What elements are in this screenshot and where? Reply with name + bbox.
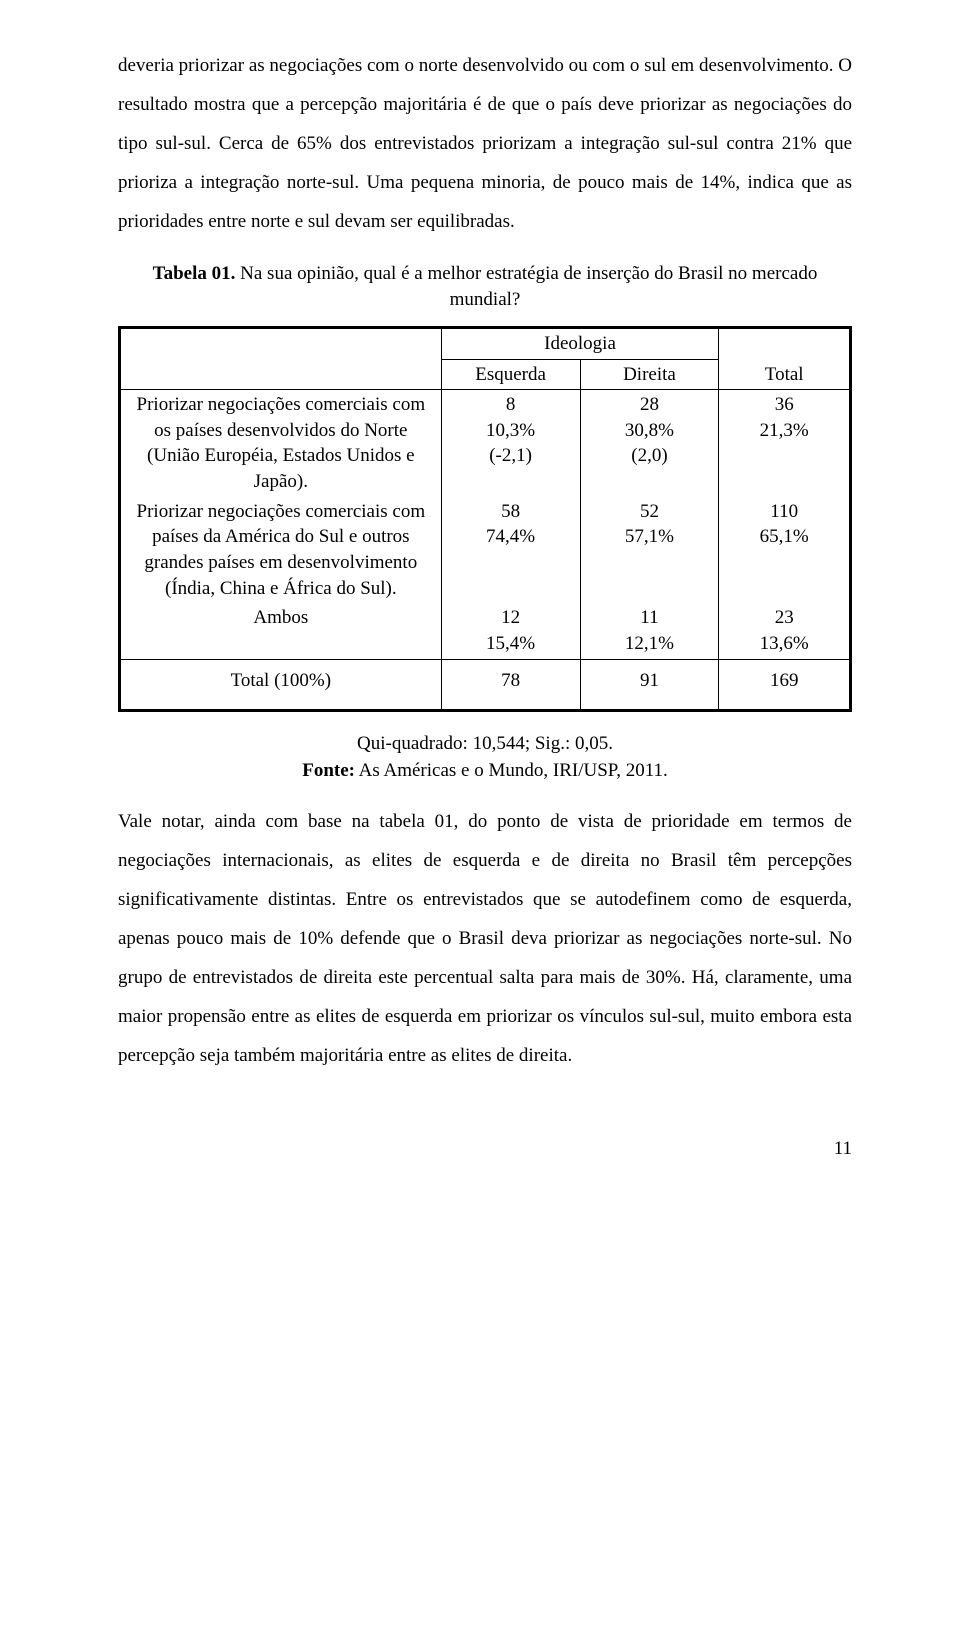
cell-dir: 52 57,1% [580, 497, 719, 604]
cell-n: 58 [501, 501, 520, 522]
cell-pct: 65,1% [760, 526, 809, 547]
cell-tot: 110 65,1% [719, 497, 851, 604]
cell-esq: 12 15,4% [441, 603, 580, 659]
cell-dir: 11 12,1% [580, 603, 719, 659]
row-label: Priorizar negociações comerciais com os … [120, 390, 442, 497]
source-label: Fonte: [302, 760, 355, 781]
cell-tot: 23 13,6% [719, 603, 851, 659]
cell-pct: 21,3% [760, 420, 809, 441]
table-caption: Tabela 01. Na sua opinião, qual é a melh… [118, 261, 852, 314]
total-tot: 169 [719, 659, 851, 711]
page-number: 11 [118, 1130, 852, 1169]
paragraph-2: Vale notar, ainda com base na tabela 01,… [118, 803, 852, 1076]
paragraph-1: deveria priorizar as negociações com o n… [118, 47, 852, 242]
cell-pct: 13,6% [760, 633, 809, 654]
header-ideologia: Ideologia [441, 327, 719, 359]
cell-pct: 74,4% [486, 526, 535, 547]
cell-n: 110 [770, 501, 798, 522]
cell-n: 23 [775, 607, 794, 628]
caption-text: Na sua opinião, qual é a melhor estratég… [235, 263, 817, 311]
table-source: Qui-quadrado: 10,544; Sig.: 0,05. Fonte:… [118, 731, 852, 784]
source-text: As Américas e o Mundo, IRI/USP, 2011. [355, 760, 668, 781]
cell-pct: 30,8% [625, 420, 674, 441]
chi-square: Qui-quadrado: 10,544; Sig.: 0,05. [357, 733, 613, 754]
total-esq: 78 [441, 659, 580, 711]
data-table: Ideologia Total Esquerda Direita Prioriz… [118, 326, 852, 712]
cell-n: 52 [640, 501, 659, 522]
row-label: Ambos [120, 603, 442, 659]
cell-esq: 8 10,3% (-2,1) [441, 390, 580, 497]
cell-n: 28 [640, 394, 659, 415]
row-label: Priorizar negociações comerciais com paí… [120, 497, 442, 604]
cell-pct: 10,3% [486, 420, 535, 441]
cell-dir: 28 30,8% (2,0) [580, 390, 719, 497]
cell-pct: 57,1% [625, 526, 674, 547]
cell-n: 12 [501, 607, 520, 628]
cell-z: (2,0) [631, 445, 667, 466]
total-label: Total (100%) [120, 659, 442, 711]
cell-esq: 58 74,4% [441, 497, 580, 604]
total-dir: 91 [580, 659, 719, 711]
cell-pct: 12,1% [625, 633, 674, 654]
cell-pct: 15,4% [486, 633, 535, 654]
cell-n: 8 [506, 394, 516, 415]
cell-n: 11 [640, 607, 658, 628]
cell-tot: 36 21,3% [719, 390, 851, 497]
header-esquerda: Esquerda [441, 359, 580, 390]
header-direita: Direita [580, 359, 719, 390]
cell-z: (-2,1) [489, 445, 532, 466]
caption-label: Tabela 01. [153, 263, 236, 284]
header-total: Total [719, 327, 851, 389]
cell-n: 36 [775, 394, 794, 415]
